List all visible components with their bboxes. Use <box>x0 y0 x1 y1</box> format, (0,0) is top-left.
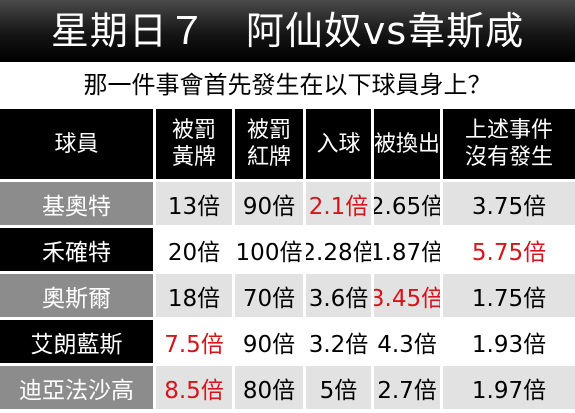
header-player: 球員 <box>0 109 153 179</box>
odds-goal: 2.28倍 <box>306 228 371 271</box>
odds-substituted: 4.3倍 <box>374 320 440 363</box>
player-name: 迪亞法沙高 <box>0 366 153 409</box>
odds-goal: 3.6倍 <box>306 274 371 317</box>
table-row: 禾確特 20倍 100倍 2.28倍 1.87倍 5.75倍 <box>0 228 575 271</box>
header-red-card-label: 被罰 紅牌 <box>246 118 291 170</box>
odds-yellow: 18倍 <box>156 274 232 317</box>
odds-table: 球員 被罰 黃牌 被罰 紅牌 入球 被換出 上述事件 沒有發生 基奧特 13倍 … <box>0 109 575 413</box>
player-name: 基奧特 <box>0 182 153 225</box>
player-name: 奧斯爾 <box>0 274 153 317</box>
odds-goal: 3.2倍 <box>306 320 371 363</box>
player-name: 艾朗藍斯 <box>0 320 153 363</box>
odds-red: 80倍 <box>235 366 303 409</box>
odds-none: 1.93倍 <box>443 320 575 363</box>
header-substituted: 被換出 <box>374 109 440 179</box>
header-red-card: 被罰 紅牌 <box>235 109 303 179</box>
odds-red: 70倍 <box>235 274 303 317</box>
table-row: 基奧特 13倍 90倍 2.1倍 2.65倍 3.75倍 <box>0 182 575 225</box>
header-goal: 入球 <box>306 109 371 179</box>
header-none: 上述事件 沒有發生 <box>443 109 575 179</box>
odds-yellow: 8.5倍 <box>156 366 232 409</box>
odds-substituted: 3.45倍 <box>374 274 440 317</box>
table-header-row: 球員 被罰 黃牌 被罰 紅牌 入球 被換出 上述事件 沒有發生 <box>0 109 575 179</box>
odds-none: 5.75倍 <box>443 228 575 271</box>
odds-yellow: 20倍 <box>156 228 232 271</box>
odds-red: 90倍 <box>235 182 303 225</box>
odds-yellow: 7.5倍 <box>156 320 232 363</box>
odds-substituted: 2.7倍 <box>374 366 440 409</box>
player-name: 禾確特 <box>0 228 153 271</box>
odds-none: 1.97倍 <box>443 366 575 409</box>
odds-yellow: 13倍 <box>156 182 232 225</box>
odds-goal: 2.1倍 <box>306 182 371 225</box>
header-yellow-card-label: 被罰 黃牌 <box>171 118 216 170</box>
table-row: 奧斯爾 18倍 70倍 3.6倍 3.45倍 1.75倍 <box>0 274 575 317</box>
odds-none: 1.75倍 <box>443 274 575 317</box>
match-title: 星期日７ 阿仙奴vs韋斯咸 <box>0 0 575 62</box>
odds-substituted: 2.65倍 <box>374 182 440 225</box>
odds-substituted: 1.87倍 <box>374 228 440 271</box>
odds-none: 3.75倍 <box>443 182 575 225</box>
odds-red: 90倍 <box>235 320 303 363</box>
table-row: 艾朗藍斯 7.5倍 90倍 3.2倍 4.3倍 1.93倍 <box>0 320 575 363</box>
odds-red: 100倍 <box>235 228 303 271</box>
table-row: 迪亞法沙高 8.5倍 80倍 5倍 2.7倍 1.97倍 <box>0 366 575 409</box>
question-text: 那一件事會首先發生在以下球員身上？ <box>0 62 575 109</box>
odds-goal: 5倍 <box>306 366 371 409</box>
header-yellow-card: 被罰 黃牌 <box>156 109 232 179</box>
header-none-label: 上述事件 沒有發生 <box>464 118 553 170</box>
